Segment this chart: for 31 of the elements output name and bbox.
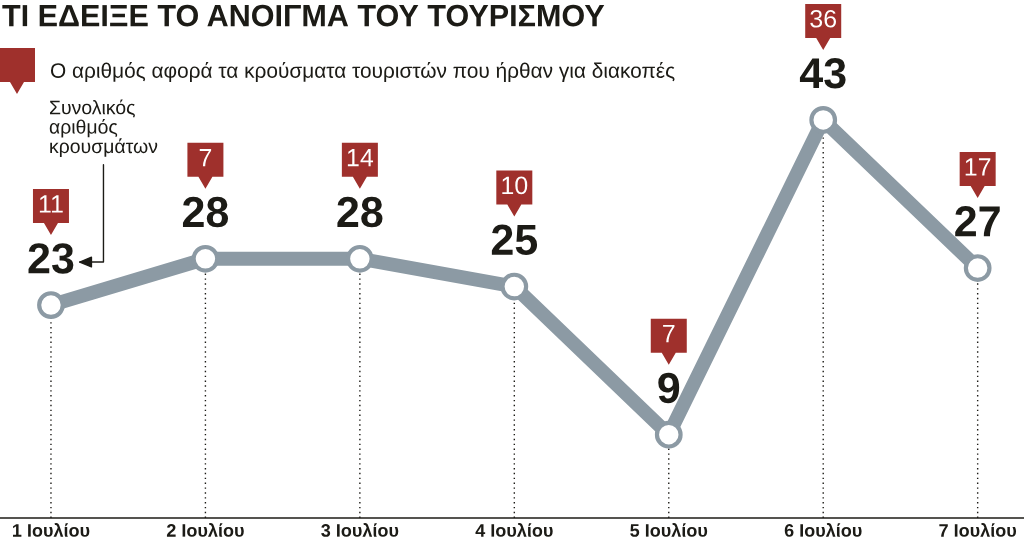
x-tick-label: 7 Ιουλίου xyxy=(939,523,1017,537)
annotation: 7 xyxy=(663,324,675,343)
point xyxy=(345,244,374,273)
data-label: 28 xyxy=(182,196,229,228)
annotation: 11 xyxy=(39,195,63,213)
text: Συνολικός αριθμός κρουσμάτων xyxy=(49,99,158,158)
x-tick-label: 1 Ιουλίου xyxy=(13,523,90,537)
x-tick-label: 2 Ιουλίου xyxy=(166,523,244,537)
point xyxy=(191,244,220,273)
annotation: 17 xyxy=(965,158,991,176)
data-label: 23 xyxy=(28,243,74,274)
x-tick-label: 5 Ιουλίου xyxy=(630,523,708,537)
data-label: 25 xyxy=(491,224,538,256)
annotation: 14 xyxy=(347,149,374,167)
x-tick-label: 4 Ιουλίου xyxy=(475,523,553,537)
x-tick-label: 3 Ιουλίου xyxy=(321,523,399,537)
point xyxy=(37,291,65,319)
data-label: 9 xyxy=(658,372,680,404)
data-label: 28 xyxy=(337,196,383,228)
annotation: 7 xyxy=(199,149,212,167)
data-label: 27 xyxy=(955,206,1000,237)
text: Ο αριθμός αφορά τα κρούσματα τουριστών που ήρθαν για διακοπές xyxy=(50,61,675,83)
point xyxy=(500,272,529,301)
point xyxy=(654,420,683,449)
annotation: 10 xyxy=(502,176,528,195)
x-tick-label: 6 Ιουλίου xyxy=(784,523,862,537)
data-label: 43 xyxy=(799,57,846,89)
chart-title: ΤΙ ΕΔΕΙΞΕ ΤΟ ΑΝΟΙΓΜΑ ΤΟΥ ΤΟΥΡΙΣΜΟΥ xyxy=(2,4,605,27)
point xyxy=(963,254,992,282)
point xyxy=(809,106,838,134)
text: 36 xyxy=(810,9,837,28)
